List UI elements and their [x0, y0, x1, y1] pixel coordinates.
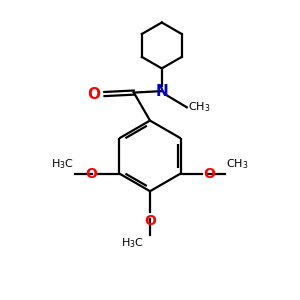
Text: O: O — [144, 214, 156, 228]
Text: O: O — [203, 167, 215, 181]
Text: H$_3$C: H$_3$C — [121, 236, 144, 250]
Text: CH$_3$: CH$_3$ — [226, 158, 249, 171]
Text: O: O — [85, 167, 97, 181]
Text: N: N — [155, 84, 168, 99]
Text: O: O — [87, 87, 100, 102]
Text: CH$_3$: CH$_3$ — [188, 100, 211, 114]
Text: H$_3$C: H$_3$C — [51, 158, 74, 171]
